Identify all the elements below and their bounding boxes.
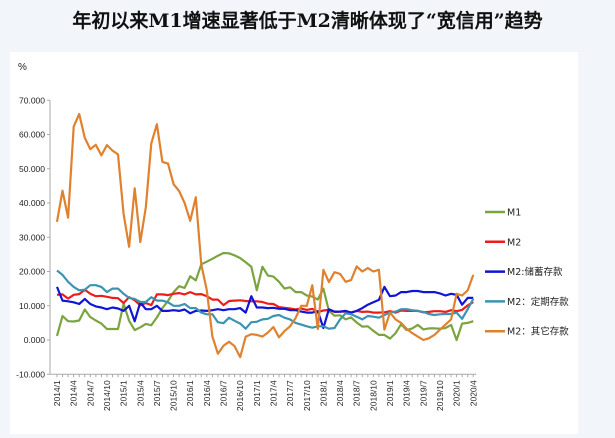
legend-label: M1	[507, 208, 521, 219]
x-tick-label: 2015/10	[169, 380, 179, 411]
x-tick-label: 2016/10	[235, 380, 245, 411]
x-tick-label: 2016/4	[202, 380, 212, 406]
chart-panel	[10, 52, 578, 434]
x-tick-label: 2020/1	[452, 380, 462, 406]
x-tick-label: 2016/7	[219, 380, 229, 406]
legend-label: M2	[507, 237, 521, 248]
series-lines	[55, 112, 475, 359]
x-tick-label: 2018/7	[352, 380, 362, 406]
series-line-3	[56, 269, 475, 330]
series-line-1	[56, 288, 474, 314]
x-tick-label: 2014/10	[102, 380, 112, 411]
y-tick-label: 40.000	[19, 198, 45, 208]
legend-label: M2:储蓄存款	[507, 266, 563, 278]
y-tick-label: 10.000	[19, 301, 45, 311]
chart-title: 年初以来M1增速显著低于M2清晰体现了“宽信用”趋势	[72, 10, 543, 32]
y-tick-label: 30.000	[19, 232, 45, 242]
x-tick-label: 2019/10	[435, 380, 445, 411]
x-tick-label: 2020/4	[468, 380, 478, 406]
x-tick-label: 2014/1	[52, 380, 62, 406]
x-tick-label: 2014/4	[69, 380, 79, 406]
x-tick-label: 2015/7	[152, 380, 162, 406]
series-line-4	[55, 112, 475, 359]
y-tick-label: 70.000	[19, 95, 45, 105]
x-tick-label: 2018/4	[335, 380, 345, 406]
axes: -10.000 0.000 10.000 20.000 30.000 40.000 50.0…	[16, 95, 478, 411]
series-line-2	[55, 285, 474, 330]
y-tick-label: 60.000	[19, 130, 45, 140]
x-tick-label: 2017/7	[285, 380, 295, 406]
x-tick-label: 2015/1	[119, 380, 129, 406]
x-tick-label: 2018/1	[318, 380, 328, 406]
y-tick-label: 0.000	[24, 335, 46, 345]
x-tick-label: 2018/10	[368, 380, 378, 411]
x-tick-label: 2017/10	[302, 380, 312, 411]
legend: M1 M2 M2:储蓄存款 M2：定期存款 M2：其它存款	[485, 208, 569, 338]
y-axis-label: %	[18, 62, 27, 73]
x-tick-label: 2015/4	[135, 380, 145, 406]
legend-label: M2：定期存款	[507, 296, 569, 308]
legend-label: M2：其它存款	[507, 326, 569, 338]
x-tick-label: 2016/1	[185, 380, 195, 406]
x-tick-label: 2019/4	[402, 380, 412, 406]
y-tick-label: 20.000	[19, 267, 45, 277]
x-tick-label: 2017/1	[252, 380, 262, 406]
x-tick-label: 2019/1	[385, 380, 395, 406]
x-tick-label: 2017/4	[268, 380, 278, 406]
y-tick-label: -10.000	[16, 369, 45, 379]
y-tick-label: 50.000	[19, 164, 45, 174]
x-tick-label: 2014/7	[85, 380, 95, 406]
x-tick-label: 2019/7	[418, 380, 428, 406]
series-line-0	[55, 251, 474, 342]
